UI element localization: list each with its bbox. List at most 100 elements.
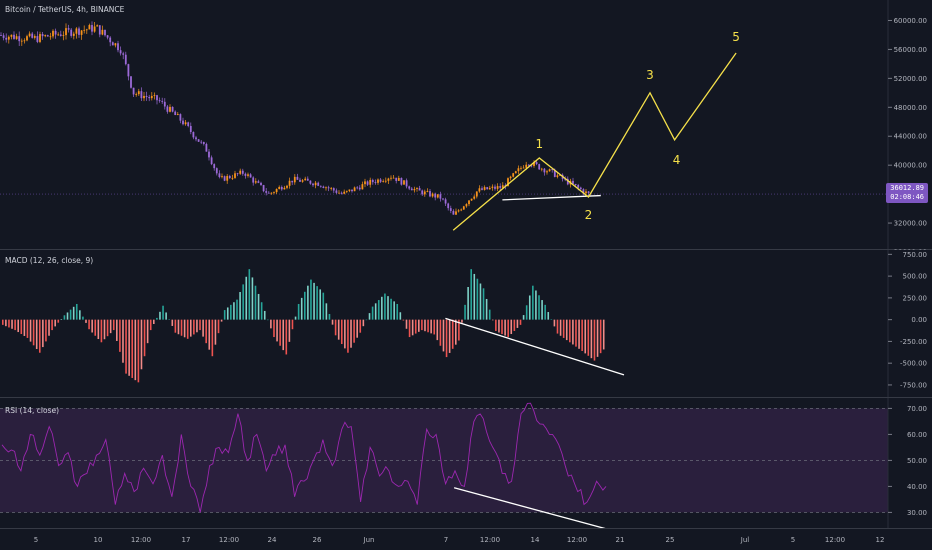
candle-body (176, 114, 179, 116)
candle-body (488, 187, 491, 190)
macd-histogram-bar (488, 309, 491, 320)
macd-histogram-bar (85, 319, 87, 323)
macd-histogram-bar (353, 319, 355, 343)
candle-body (538, 164, 541, 170)
macd-histogram-bar (125, 319, 127, 374)
candle-body (361, 184, 364, 190)
candle-body (273, 192, 275, 193)
macd-histogram-bar (174, 319, 177, 333)
candle-body (577, 185, 580, 188)
macd-histogram-bar (165, 312, 167, 320)
candle-body (455, 211, 457, 215)
macd-histogram-bar (177, 319, 180, 335)
candle-body (436, 194, 439, 198)
candle-body (161, 101, 164, 102)
candle-body (171, 106, 174, 112)
macd-histogram-bar (300, 297, 303, 320)
candle-body (96, 25, 99, 27)
candle-body (208, 151, 210, 158)
candle-body (309, 180, 312, 184)
macd-histogram-bar (57, 319, 60, 323)
candle-body (244, 173, 247, 176)
macd-histogram-bar (421, 319, 423, 331)
candle-body (59, 34, 62, 36)
macd-histogram-bar (344, 319, 346, 349)
macd-histogram-bar (578, 319, 580, 349)
macd-histogram-bar (384, 293, 386, 320)
macd-histogram-bar (69, 309, 72, 320)
candle-body (475, 191, 478, 197)
macd-histogram-bar (183, 319, 186, 338)
candle-body (280, 186, 283, 190)
candle-body (364, 181, 366, 185)
candle-body (111, 42, 114, 46)
macd-histogram-bar (217, 319, 220, 334)
candle-body (26, 36, 28, 41)
candle-body (327, 187, 330, 189)
macd-histogram-bar (239, 292, 241, 320)
macd-histogram-bar (319, 289, 322, 320)
candle-body (239, 170, 242, 174)
time-tick-label: 21 (616, 536, 625, 544)
rsi-chart[interactable]: 70.00 60.00 50.00 40.00 30.00 (0, 398, 932, 528)
macd-histogram-bar (405, 319, 408, 329)
candle-body (533, 162, 535, 166)
macd-histogram-bar (495, 319, 497, 331)
macd-histogram-bar (396, 303, 399, 320)
macd-histogram-bar (214, 319, 217, 345)
macd-histogram-bar (599, 319, 602, 354)
candle-body (15, 36, 18, 39)
rsi-line (1, 402, 607, 513)
macd-histogram-bar (66, 312, 69, 320)
macd-histogram-bar (45, 319, 47, 342)
candle-body (101, 29, 104, 35)
elliott-wave-path (452, 52, 737, 231)
candle-body (67, 28, 70, 30)
candle-body (231, 177, 234, 179)
macd-histogram-bar (75, 303, 78, 320)
price-chart[interactable]: 60000.00 56000.00 52000.00 48000.00 44000.00… (0, 0, 932, 250)
candle-body (228, 176, 231, 178)
candle-body (75, 28, 78, 34)
candle-body (2, 35, 5, 38)
candle-body (288, 180, 291, 186)
macd-histogram-bar (189, 319, 192, 337)
candle-body (252, 177, 255, 183)
rsi-pane-title: RSI (14, close) (5, 406, 60, 415)
macd-histogram-bar (159, 311, 161, 320)
candle-body (145, 95, 148, 98)
macd-chart[interactable]: 750.00 500.00 250.00 0.00 -250.00 -500.00 -750… (0, 250, 932, 398)
macd-histogram-bar (79, 310, 81, 320)
last-price-value: 36012.89 (890, 184, 924, 192)
price-tick-label: 40000.00 (894, 162, 927, 170)
macd-histogram-bar (134, 319, 137, 381)
candle-body (28, 33, 31, 37)
candle-body (83, 29, 86, 31)
candle-body (234, 173, 236, 178)
candle-body (512, 173, 515, 177)
candle-body (413, 189, 416, 191)
candle-body (478, 188, 481, 192)
price-pane[interactable]: Bitcoin / TetherUS, 4h, BINANCE 60000.00… (0, 0, 932, 250)
candle-body (439, 194, 442, 199)
candle-body (494, 186, 496, 189)
macd-histogram-bar (131, 319, 134, 378)
candle-body (286, 185, 288, 188)
macd-histogram-bar (556, 319, 559, 334)
time-axis[interactable]: 5 10 12:00 17 12:00 24 26 Jun 7 12:00 14 12:00 21 25 J… (0, 528, 932, 550)
macd-histogram-bar (408, 319, 411, 338)
macd-histogram-bar (371, 306, 374, 320)
candle-body (460, 209, 463, 211)
candle-body (548, 169, 551, 172)
rsi-tick-label: 30.00 (907, 509, 927, 517)
macd-histogram-bar (263, 310, 266, 320)
candle-body (124, 54, 127, 65)
rsi-pane[interactable]: RSI (14, close) 70.00 60.00 50.00 40.00 30.0… (0, 398, 932, 528)
price-tick-label: 32000.00 (894, 220, 927, 228)
macd-pane[interactable]: MACD (12, 26, close, 9) 750.00 500.00 250.… (0, 250, 932, 398)
candle-body (137, 91, 140, 95)
macd-histogram-bar (162, 305, 164, 320)
candle-body (392, 177, 395, 179)
macd-histogram-bar (504, 319, 506, 336)
wave-label-4: 4 (673, 153, 681, 167)
